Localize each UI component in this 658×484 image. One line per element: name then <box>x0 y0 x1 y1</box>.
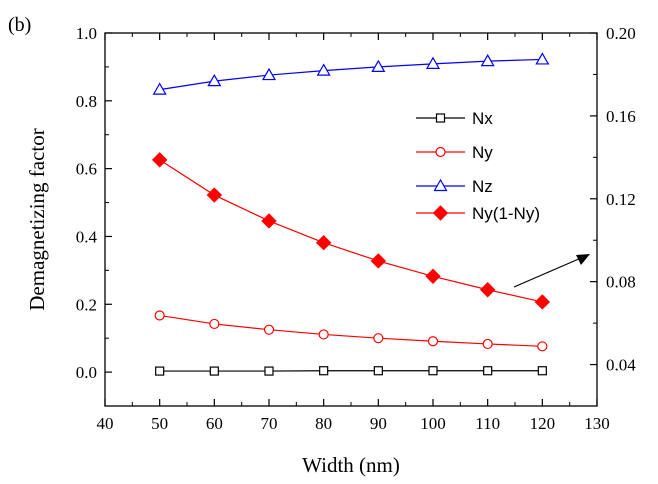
series-nz <box>152 52 550 95</box>
y-tick-label: 0.6 <box>76 160 97 179</box>
data-point <box>152 82 167 95</box>
data-point <box>261 213 277 229</box>
data-point <box>535 52 550 65</box>
data-point <box>371 59 386 73</box>
data-point <box>263 324 275 335</box>
x-tick-label: 90 <box>370 414 387 433</box>
data-point <box>483 366 493 376</box>
y2-tick-label: 0.20 <box>606 24 636 43</box>
x-tick-label: 120 <box>530 414 556 433</box>
arrow-shaft <box>513 257 582 288</box>
y2-tick-label: 0.16 <box>606 107 636 126</box>
data-point <box>480 53 495 67</box>
data-point <box>155 366 165 376</box>
axes: 40 50 60 70 80 90 100 110 120 130 0.0 0.2 0.4 0.6 0.8 1… <box>76 24 637 433</box>
data-point <box>482 338 493 350</box>
series-line <box>159 314 543 347</box>
data-point <box>427 336 439 347</box>
legend-label: Ny(1-Ny) <box>472 204 540 223</box>
series-ny <box>154 310 548 352</box>
x-tick-label: 110 <box>475 414 500 433</box>
legend-marker <box>435 113 446 123</box>
legend-label: Nx <box>472 109 493 128</box>
legend-label: Nz <box>472 177 493 196</box>
y2-tick-label: 0.12 <box>606 190 636 209</box>
y-tick-label: 0.4 <box>76 227 98 246</box>
data-point <box>151 152 168 168</box>
panel-label: (b) <box>8 14 31 36</box>
x-tick-label: 100 <box>420 414 446 433</box>
series-ny-1-ny <box>151 152 551 310</box>
legend-marker <box>432 205 449 221</box>
y2-tick-label: 0.08 <box>606 273 636 292</box>
x-tick-label: 40 <box>97 414 114 433</box>
legend: Nx Ny Nz Ny(1-Ny) <box>416 109 540 223</box>
legend-label: Ny <box>472 143 493 162</box>
series-nx <box>155 366 547 376</box>
y-tick-label: 0.8 <box>76 92 97 111</box>
legend-marker <box>435 146 446 158</box>
data-point <box>154 310 165 321</box>
series-layer <box>151 52 590 376</box>
x-tick-label: 80 <box>315 414 332 433</box>
x-tick-label: 60 <box>206 414 223 433</box>
data-point <box>315 235 332 251</box>
data-point <box>319 366 329 376</box>
data-point <box>373 366 383 376</box>
y-tick-label: 0.0 <box>76 363 97 382</box>
data-point <box>537 366 547 376</box>
x-tick-label: 50 <box>151 414 168 433</box>
data-point <box>209 318 220 330</box>
data-point <box>206 187 223 203</box>
data-point <box>373 333 384 344</box>
series-line <box>159 58 543 91</box>
data-point <box>318 329 329 340</box>
annotation-arrow <box>513 254 590 288</box>
x-tick-label: 70 <box>261 414 278 433</box>
data-point <box>425 56 441 69</box>
y2-tick-label: 0.04 <box>606 356 636 375</box>
data-point <box>264 366 274 376</box>
data-point <box>428 366 438 376</box>
data-point <box>425 268 441 284</box>
data-point <box>534 294 551 310</box>
legend-marker <box>433 178 448 192</box>
y-tick-label: 1.0 <box>76 24 97 43</box>
series-line <box>159 159 543 303</box>
data-point <box>261 67 277 81</box>
data-point <box>370 253 387 269</box>
data-point <box>479 282 496 298</box>
x-tick-label: 130 <box>584 414 610 433</box>
x-axis-title: Width (nm) <box>302 453 400 477</box>
data-point <box>537 341 548 352</box>
arrow-head <box>576 254 590 265</box>
data-point <box>207 73 222 87</box>
y-tick-label: 0.2 <box>76 295 97 314</box>
data-point <box>316 63 331 76</box>
data-point <box>209 366 219 376</box>
y-axis-title: Demagnetizing factor <box>25 128 49 311</box>
